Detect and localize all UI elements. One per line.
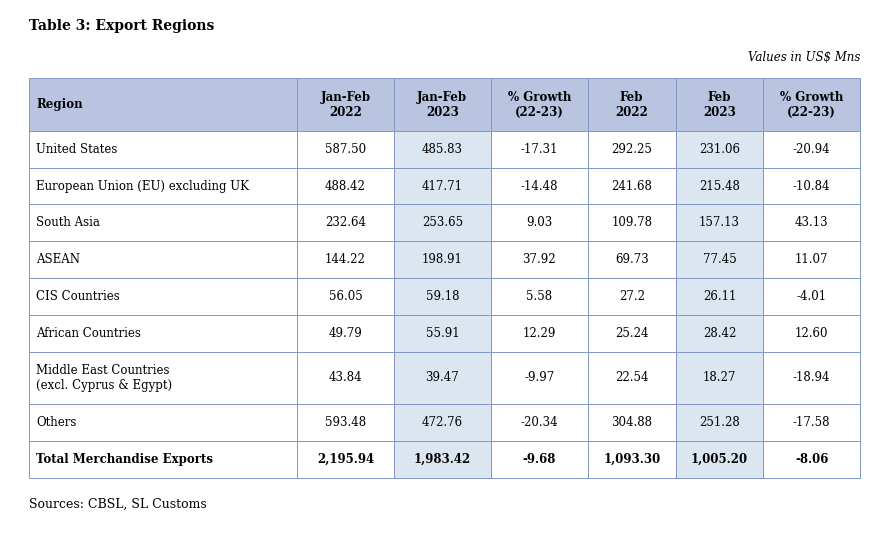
Text: Feb
2022: Feb 2022 bbox=[615, 91, 648, 119]
Text: -17.58: -17.58 bbox=[793, 416, 830, 429]
Text: 18.27: 18.27 bbox=[703, 372, 736, 384]
Text: 251.28: 251.28 bbox=[699, 416, 740, 429]
Text: 253.65: 253.65 bbox=[422, 217, 463, 230]
Text: 292.25: 292.25 bbox=[612, 143, 652, 156]
Text: 1,983.42: 1,983.42 bbox=[414, 453, 471, 466]
Text: -20.34: -20.34 bbox=[520, 416, 558, 429]
Text: 9.03: 9.03 bbox=[527, 217, 552, 230]
Text: 69.73: 69.73 bbox=[615, 253, 649, 266]
Text: 5.58: 5.58 bbox=[527, 290, 552, 303]
Text: 232.64: 232.64 bbox=[325, 217, 366, 230]
Text: 215.48: 215.48 bbox=[699, 180, 740, 193]
Text: Table 3: Export Regions: Table 3: Export Regions bbox=[29, 19, 214, 33]
Text: % Growth
(22-23): % Growth (22-23) bbox=[508, 91, 571, 119]
Text: South Asia: South Asia bbox=[36, 217, 100, 230]
Text: -9.97: -9.97 bbox=[524, 372, 555, 384]
Text: 472.76: 472.76 bbox=[422, 416, 463, 429]
Text: European Union (EU) excluding UK: European Union (EU) excluding UK bbox=[36, 180, 250, 193]
Text: 109.78: 109.78 bbox=[612, 217, 652, 230]
Text: African Countries: African Countries bbox=[36, 327, 142, 340]
Text: 198.91: 198.91 bbox=[422, 253, 463, 266]
Text: 26.11: 26.11 bbox=[703, 290, 736, 303]
Text: ASEAN: ASEAN bbox=[36, 253, 81, 266]
Text: -17.31: -17.31 bbox=[520, 143, 558, 156]
Text: 241.68: 241.68 bbox=[612, 180, 652, 193]
Text: -14.48: -14.48 bbox=[520, 180, 558, 193]
Text: -9.68: -9.68 bbox=[523, 453, 556, 466]
Text: -20.94: -20.94 bbox=[793, 143, 830, 156]
Text: Feb
2023: Feb 2023 bbox=[703, 91, 735, 119]
Text: Others: Others bbox=[36, 416, 77, 429]
Text: CIS Countries: CIS Countries bbox=[36, 290, 120, 303]
Text: 37.92: 37.92 bbox=[522, 253, 556, 266]
Text: Sources: CBSL, SL Customs: Sources: CBSL, SL Customs bbox=[29, 497, 207, 510]
Text: 28.42: 28.42 bbox=[703, 327, 736, 340]
Text: Jan-Feb
2023: Jan-Feb 2023 bbox=[418, 91, 467, 119]
Text: 1,005.20: 1,005.20 bbox=[691, 453, 748, 466]
Text: 77.45: 77.45 bbox=[703, 253, 736, 266]
Text: 43.13: 43.13 bbox=[795, 217, 828, 230]
Text: 12.29: 12.29 bbox=[523, 327, 556, 340]
Text: 488.42: 488.42 bbox=[325, 180, 366, 193]
Text: -18.94: -18.94 bbox=[793, 372, 830, 384]
Text: 25.24: 25.24 bbox=[615, 327, 649, 340]
Text: United States: United States bbox=[36, 143, 118, 156]
Text: 157.13: 157.13 bbox=[699, 217, 740, 230]
Text: -8.06: -8.06 bbox=[795, 453, 828, 466]
Text: 417.71: 417.71 bbox=[422, 180, 463, 193]
Text: 56.05: 56.05 bbox=[328, 290, 362, 303]
Text: 587.50: 587.50 bbox=[325, 143, 366, 156]
Text: Middle East Countries
(excl. Cyprus & Egypt): Middle East Countries (excl. Cyprus & Eg… bbox=[36, 364, 173, 392]
Text: 49.79: 49.79 bbox=[328, 327, 362, 340]
Text: 593.48: 593.48 bbox=[325, 416, 366, 429]
Text: 144.22: 144.22 bbox=[325, 253, 366, 266]
Text: 22.54: 22.54 bbox=[615, 372, 649, 384]
Text: Region: Region bbox=[36, 98, 83, 111]
Text: 43.84: 43.84 bbox=[328, 372, 362, 384]
Text: 11.07: 11.07 bbox=[795, 253, 828, 266]
Text: 304.88: 304.88 bbox=[612, 416, 652, 429]
Text: 485.83: 485.83 bbox=[422, 143, 463, 156]
Text: % Growth
(22-23): % Growth (22-23) bbox=[780, 91, 843, 119]
Text: -10.84: -10.84 bbox=[793, 180, 830, 193]
Text: 39.47: 39.47 bbox=[426, 372, 459, 384]
Text: 27.2: 27.2 bbox=[619, 290, 644, 303]
Text: Values in US$ Mns: Values in US$ Mns bbox=[748, 51, 860, 64]
Text: 59.18: 59.18 bbox=[426, 290, 459, 303]
Text: 231.06: 231.06 bbox=[699, 143, 740, 156]
Text: Total Merchandise Exports: Total Merchandise Exports bbox=[36, 453, 213, 466]
Text: Jan-Feb
2022: Jan-Feb 2022 bbox=[320, 91, 371, 119]
Text: -4.01: -4.01 bbox=[796, 290, 827, 303]
Text: 2,195.94: 2,195.94 bbox=[317, 453, 374, 466]
Text: 55.91: 55.91 bbox=[426, 327, 459, 340]
Text: 12.60: 12.60 bbox=[795, 327, 828, 340]
Text: 1,093.30: 1,093.30 bbox=[603, 453, 660, 466]
